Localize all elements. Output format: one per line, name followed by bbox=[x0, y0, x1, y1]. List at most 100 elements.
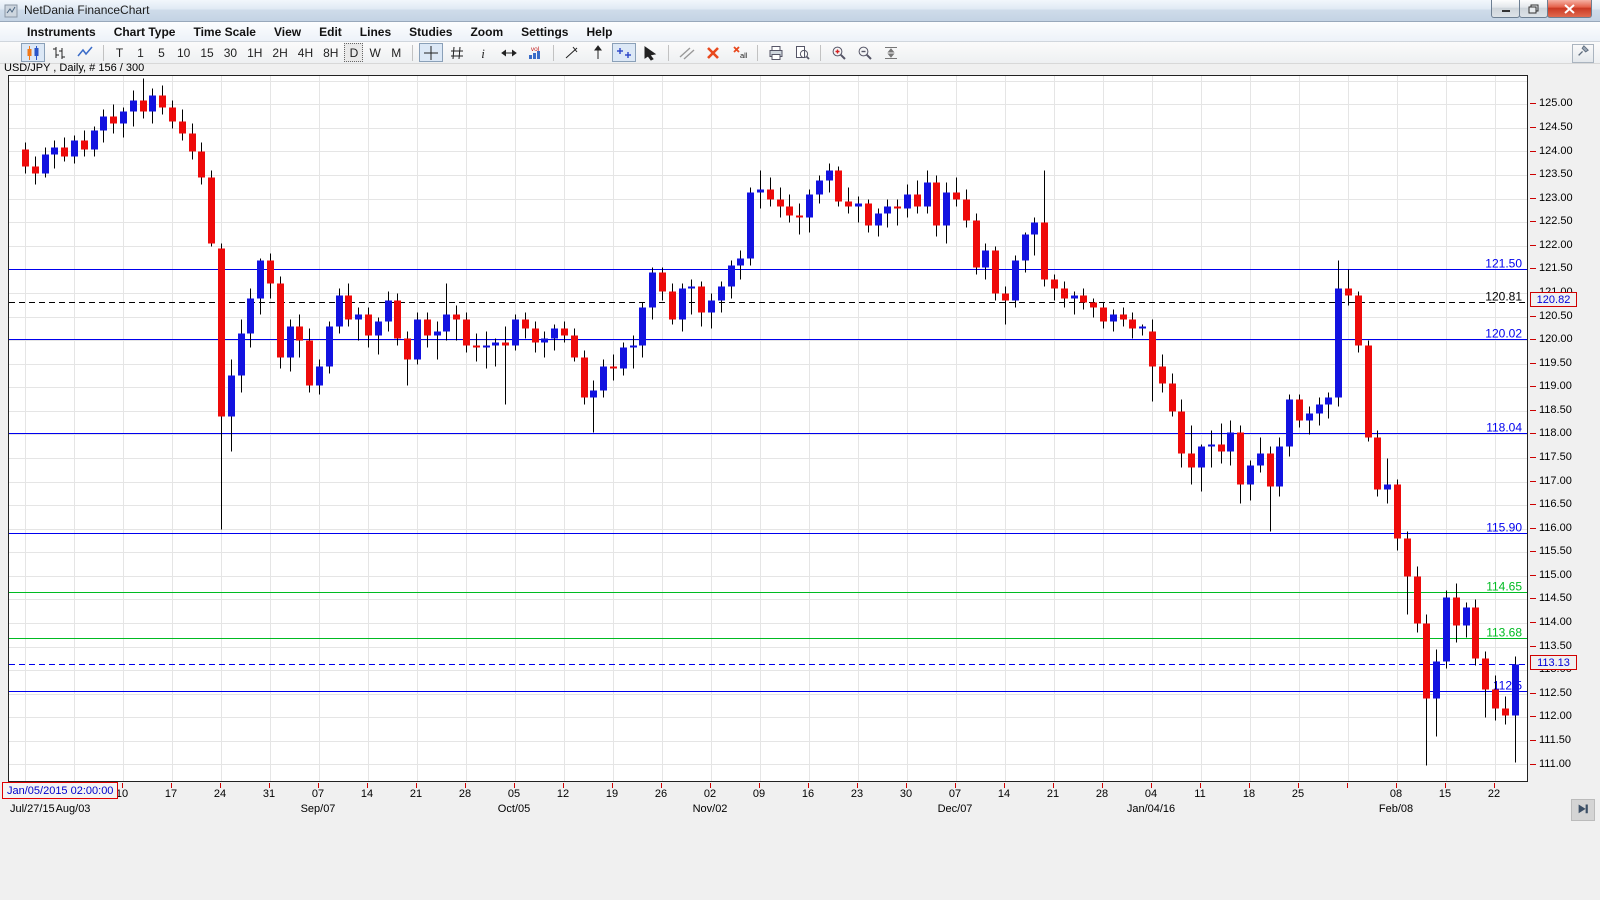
menu-item-zoom[interactable]: Zoom bbox=[470, 24, 504, 39]
minimize-button[interactable] bbox=[1491, 0, 1520, 18]
menu-item-lines[interactable]: Lines bbox=[359, 24, 392, 39]
candlestick-chart[interactable]: 121.50 120.81 120.02 118.04 115.90 114.65 113.… bbox=[9, 76, 1527, 781]
print-preview-button[interactable] bbox=[790, 43, 814, 62]
horizontal-line-button[interactable] bbox=[611, 43, 636, 62]
crosshair-button[interactable] bbox=[418, 43, 443, 62]
price-axis-tick bbox=[1530, 692, 1536, 694]
price-axis[interactable]: 111.00111.50112.00112.50113.00113.50114.… bbox=[1529, 75, 1600, 784]
price-axis-label: 122.00 bbox=[1539, 238, 1573, 251]
svg-text:118.04: 118.04 bbox=[1486, 421, 1522, 435]
vertical-line-button[interactable] bbox=[586, 43, 610, 62]
grid-button[interactable] bbox=[445, 43, 469, 62]
date-axis-tick bbox=[1004, 783, 1005, 788]
price-marker-box: 113.13 bbox=[1530, 655, 1577, 671]
timeframe-button-w[interactable]: W bbox=[369, 45, 381, 60]
timeframe-button-8h[interactable]: 8H bbox=[323, 45, 339, 60]
delete-all-button[interactable]: all bbox=[727, 43, 751, 62]
date-axis-tick bbox=[661, 783, 662, 788]
date-axis-day-label: 26 bbox=[654, 788, 668, 800]
parallel-lines-button[interactable] bbox=[675, 43, 699, 62]
chart-plot-area[interactable]: 121.50 120.81 120.02 118.04 115.90 114.65 113.… bbox=[8, 75, 1528, 782]
date-axis-day-label: 11 bbox=[1194, 788, 1206, 800]
date-axis-day-label: 14 bbox=[360, 788, 374, 800]
price-axis-tick bbox=[1530, 409, 1536, 411]
timeframe-button-1[interactable]: 1 bbox=[137, 45, 144, 60]
price-axis-tick bbox=[1530, 150, 1536, 152]
annotation-line-114.65[interactable]: 114.65 bbox=[9, 580, 1527, 594]
candlestick-chart-button[interactable] bbox=[21, 43, 45, 62]
app-icon bbox=[4, 4, 18, 18]
timeframe-button-4h[interactable]: 4H bbox=[297, 45, 314, 60]
timeframe-button-m[interactable]: M bbox=[391, 45, 402, 60]
price-axis-label: 111.00 bbox=[1539, 757, 1572, 770]
menu-item-studies[interactable]: Studies bbox=[409, 24, 453, 39]
zoom-out-button[interactable] bbox=[853, 43, 877, 62]
pin-button[interactable] bbox=[1572, 44, 1594, 63]
annotation-line-120.02[interactable]: 120.02 bbox=[9, 327, 1527, 341]
menu-item-edit[interactable]: Edit bbox=[319, 24, 342, 39]
price-axis-label: 124.00 bbox=[1539, 144, 1573, 157]
delete-button[interactable] bbox=[701, 43, 725, 62]
pointer-button[interactable] bbox=[638, 43, 662, 62]
price-axis-label: 120.00 bbox=[1539, 333, 1573, 346]
date-axis-tick bbox=[318, 783, 319, 788]
restore-button[interactable] bbox=[1519, 0, 1548, 18]
annotation-line-113.68[interactable]: 113.68 bbox=[9, 626, 1527, 640]
print-button[interactable] bbox=[764, 43, 788, 62]
menu-item-view[interactable]: View bbox=[273, 24, 302, 39]
crosshair-icon bbox=[423, 45, 439, 61]
annotation-line-120.81[interactable]: 120.81 bbox=[9, 290, 1527, 304]
info-button[interactable]: i bbox=[471, 43, 495, 62]
date-axis-day-label: 24 bbox=[213, 788, 227, 800]
close-button[interactable] bbox=[1547, 0, 1592, 18]
price-marker-box: 120.82 bbox=[1530, 292, 1577, 308]
timeframe-button-2h[interactable]: 2H bbox=[272, 45, 288, 60]
window-controls bbox=[1491, 0, 1592, 18]
date-axis-day-label: 16 bbox=[801, 788, 815, 800]
line-chart-button[interactable] bbox=[73, 43, 97, 62]
menu-bar: Instruments Chart Type Time Scale View Edit L… bbox=[0, 22, 1600, 42]
date-axis-tick bbox=[906, 783, 907, 788]
price-axis-label: 114.00 bbox=[1539, 616, 1572, 628]
volume-button[interactable]: vol bbox=[523, 43, 547, 62]
fit-vertical-button[interactable] bbox=[879, 43, 903, 62]
timeframe-button-30[interactable]: 30 bbox=[223, 45, 238, 60]
timeframe-button-15[interactable]: 15 bbox=[200, 45, 214, 60]
timeframe-button-t[interactable]: T bbox=[115, 45, 124, 60]
fit-vertical-icon bbox=[883, 45, 899, 61]
timeframe-button-10[interactable]: 10 bbox=[177, 45, 191, 60]
timeframe-button-5[interactable]: 5 bbox=[158, 45, 165, 60]
expand-horizontal-button[interactable] bbox=[497, 43, 521, 62]
date-axis-month-label: Dec/07 bbox=[937, 803, 973, 815]
date-axis-day-label: 07 bbox=[948, 788, 962, 800]
horizontal-line-icon bbox=[616, 45, 632, 61]
trendline-button[interactable] bbox=[560, 43, 584, 62]
price-axis-tick bbox=[1530, 645, 1536, 647]
annotation-line-118.04[interactable]: 118.04 bbox=[9, 421, 1527, 435]
cursor-timestamp: Jan/05/2015 02:00:00 bbox=[7, 784, 114, 797]
menu-item-help[interactable]: Help bbox=[586, 24, 613, 39]
date-axis-tick bbox=[563, 783, 564, 788]
price-axis-tick bbox=[1530, 103, 1536, 105]
jump-to-latest-button[interactable] bbox=[1571, 799, 1595, 821]
menu-item-chart-type[interactable]: Chart Type bbox=[113, 24, 176, 39]
price-axis-tick bbox=[1530, 763, 1536, 765]
timeframe-button-1h[interactable]: 1H bbox=[247, 45, 263, 60]
ohlc-bar-chart-button[interactable] bbox=[47, 43, 71, 62]
candlestick-chart-icon bbox=[25, 45, 41, 61]
menu-item-settings[interactable]: Settings bbox=[521, 24, 569, 39]
svg-text:i: i bbox=[481, 46, 485, 61]
parallel-lines-icon bbox=[679, 45, 695, 61]
annotation-line-115.9[interactable]: 115.90 bbox=[9, 521, 1527, 535]
price-axis-label: 114.50 bbox=[1539, 592, 1572, 605]
zoom-in-button[interactable] bbox=[827, 43, 851, 62]
menu-item-time-scale[interactable]: Time Scale bbox=[193, 24, 256, 39]
date-axis-tick bbox=[367, 783, 368, 788]
menu-item-instruments[interactable]: Instruments bbox=[27, 24, 96, 39]
date-axis-day-label: 05 bbox=[507, 788, 521, 800]
date-axis-tick bbox=[1347, 783, 1348, 788]
date-axis[interactable]: 10 17 24 31 07 14 21 28 05 12 19 26 02 09 16 23 30 07 14 21… bbox=[8, 783, 1529, 817]
price-axis-tick bbox=[1530, 551, 1536, 553]
zoom-out-icon bbox=[857, 45, 873, 61]
timeframe-button-d[interactable]: D bbox=[344, 43, 364, 62]
